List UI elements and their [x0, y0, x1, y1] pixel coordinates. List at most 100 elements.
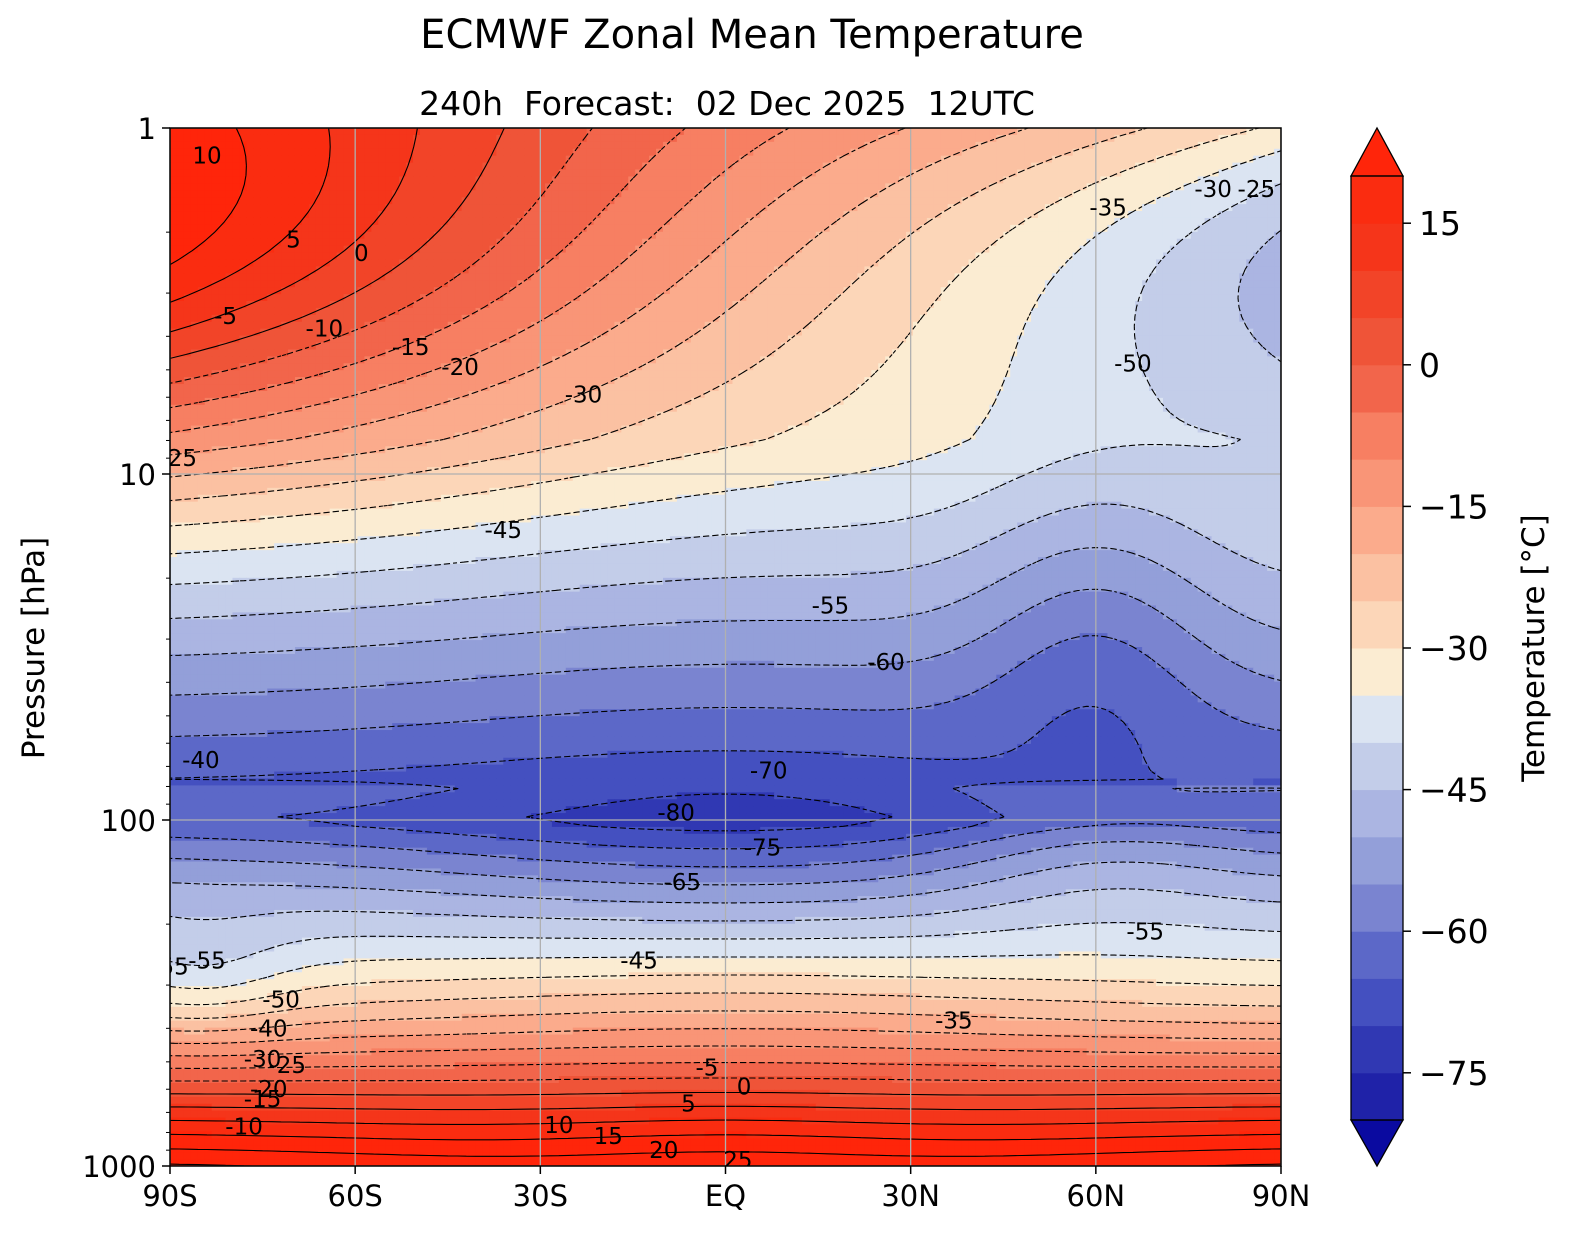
temperature-cell	[253, 149, 261, 157]
temperature-cell	[1191, 211, 1199, 219]
temperature-cell	[767, 225, 775, 233]
temperature-cell	[1059, 142, 1067, 150]
temperature-cell	[892, 156, 900, 164]
temperature-cell	[191, 135, 199, 143]
temperature-cell	[455, 239, 463, 247]
temperature-cell	[1163, 301, 1171, 309]
temperature-cell	[1017, 239, 1025, 247]
temperature-cell	[781, 266, 789, 274]
temperature-cell	[1212, 329, 1220, 337]
temperature-cell	[802, 197, 810, 205]
temperature-cell	[892, 142, 900, 150]
temperature-cell	[427, 218, 435, 226]
temperature-cell	[1017, 149, 1025, 157]
temperature-cell	[601, 211, 609, 219]
temperature-cell	[941, 190, 949, 198]
temperature-cell	[309, 183, 317, 191]
temperature-cell	[482, 239, 490, 247]
temperature-cell	[906, 142, 914, 150]
temperature-cell	[413, 163, 421, 171]
temperature-cell	[524, 287, 532, 295]
temperature-cell	[982, 218, 990, 226]
temperature-cell	[441, 239, 449, 247]
temperature-cell	[955, 280, 963, 288]
temperature-cell	[830, 239, 838, 247]
temperature-cell	[927, 232, 935, 240]
temperature-cell	[573, 259, 581, 267]
temperature-cell	[1031, 183, 1039, 191]
temperature-cell	[670, 259, 678, 267]
temperature-cell	[1080, 287, 1088, 295]
temperature-cell	[455, 301, 463, 309]
temperature-cell	[1149, 259, 1157, 267]
temperature-cell	[1225, 204, 1233, 212]
temperature-cell	[913, 135, 921, 143]
temperature-cell	[753, 190, 761, 198]
temperature-cell	[628, 336, 636, 344]
temperature-cell	[1087, 142, 1095, 150]
temperature-cell	[1107, 329, 1115, 337]
temperature-cell	[462, 259, 470, 267]
temperature-cell	[1177, 259, 1185, 267]
temperature-cell	[302, 183, 310, 191]
temperature-cell	[170, 218, 178, 226]
temperature-cell	[1163, 329, 1171, 337]
temperature-cell	[760, 294, 768, 302]
temperature-cell	[1149, 287, 1157, 295]
temperature-cell	[1066, 259, 1074, 267]
temperature-cell	[1177, 253, 1185, 261]
temperature-cell	[795, 142, 803, 150]
temperature-cell	[878, 329, 886, 337]
temperature-cell	[406, 211, 414, 219]
temperature-cell	[816, 280, 824, 288]
temperature-cell	[573, 170, 581, 178]
temperature-cell	[878, 156, 886, 164]
temperature-cell	[503, 149, 511, 157]
temperature-cell	[941, 322, 949, 330]
temperature-cell	[496, 253, 504, 261]
temperature-cell	[260, 322, 268, 330]
temperature-cell	[1121, 322, 1129, 330]
temperature-cell	[531, 156, 539, 164]
temperature-cell	[649, 239, 657, 247]
temperature-cell	[899, 253, 907, 261]
temperature-cell	[1267, 280, 1275, 288]
temperature-cell	[906, 239, 914, 247]
temperature-cell	[878, 142, 886, 150]
temperature-cell	[399, 218, 407, 226]
temperature-cell	[524, 142, 532, 150]
temperature-cell	[281, 183, 289, 191]
temperature-cell	[316, 273, 324, 281]
temperature-cell	[614, 225, 622, 233]
temperature-cell	[1010, 294, 1018, 302]
temperature-cell	[434, 239, 442, 247]
temperature-cell	[670, 239, 678, 247]
temperature-cell	[503, 266, 511, 274]
temperature-cell	[392, 142, 400, 150]
temperature-cell	[857, 163, 865, 171]
temperature-cell	[989, 259, 997, 267]
temperature-cell	[1094, 336, 1102, 344]
temperature-cell	[580, 336, 588, 344]
temperature-cell	[830, 294, 838, 302]
temperature-cell	[219, 266, 227, 274]
temperature-cell	[1038, 225, 1046, 233]
temperature-cell	[746, 301, 754, 309]
temperature-cell	[378, 259, 386, 267]
temperature-cell	[601, 301, 609, 309]
temperature-cell	[767, 253, 775, 261]
temperature-cell	[1246, 246, 1254, 254]
temperature-cell	[607, 329, 615, 337]
temperature-cell	[913, 266, 921, 274]
temperature-cell	[1149, 322, 1157, 330]
temperature-cell	[274, 156, 282, 164]
temperature-cell	[364, 218, 372, 226]
temperature-cell	[885, 135, 893, 143]
temperature-cell	[309, 253, 317, 261]
temperature-cell	[1135, 315, 1143, 323]
temperature-cell	[726, 197, 734, 205]
temperature-cell	[892, 273, 900, 281]
temperature-cell	[1198, 273, 1206, 281]
temperature-cell	[177, 343, 185, 351]
temperature-cell	[385, 149, 393, 157]
